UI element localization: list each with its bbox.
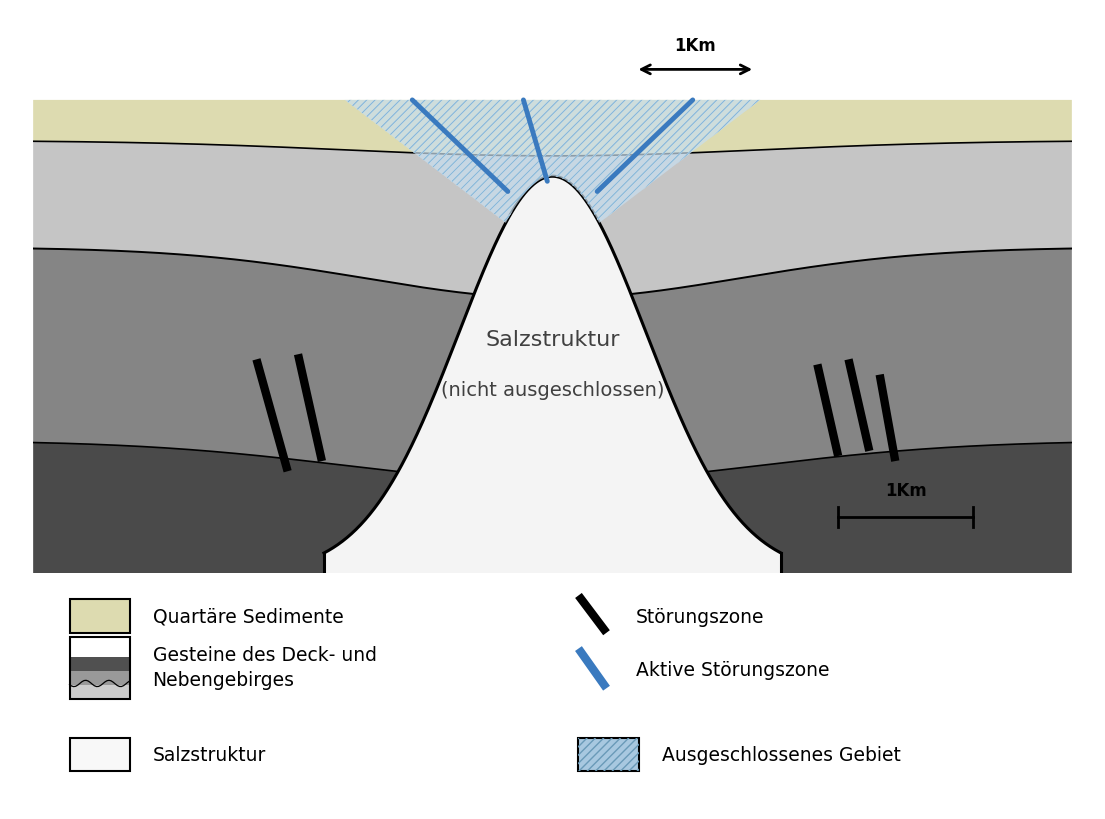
Text: Salzstruktur: Salzstruktur [152, 745, 266, 764]
Bar [70, 657, 129, 671]
Text: Salzstruktur: Salzstruktur [485, 329, 620, 350]
Bar [579, 738, 639, 771]
Bar [70, 671, 129, 686]
Polygon shape [345, 101, 760, 224]
Text: Quartäre Sedimente: Quartäre Sedimente [152, 607, 344, 626]
Text: Ausgeschlossenes Gebiet: Ausgeschlossenes Gebiet [662, 745, 901, 764]
Text: (nicht ausgeschlossen): (nicht ausgeschlossen) [441, 381, 664, 400]
Text: 1Km: 1Km [885, 481, 926, 499]
Bar [70, 600, 129, 633]
Text: Aktive Störungszone: Aktive Störungszone [635, 661, 829, 680]
Bar [579, 738, 639, 771]
Text: 1Km: 1Km [674, 37, 716, 55]
Bar [70, 685, 129, 699]
Text: Störungszone: Störungszone [635, 607, 764, 626]
Text: Gesteine des Deck- und
Nebengebirges: Gesteine des Deck- und Nebengebirges [152, 645, 377, 689]
Bar [70, 738, 129, 771]
Bar [70, 637, 129, 699]
Polygon shape [324, 177, 781, 573]
